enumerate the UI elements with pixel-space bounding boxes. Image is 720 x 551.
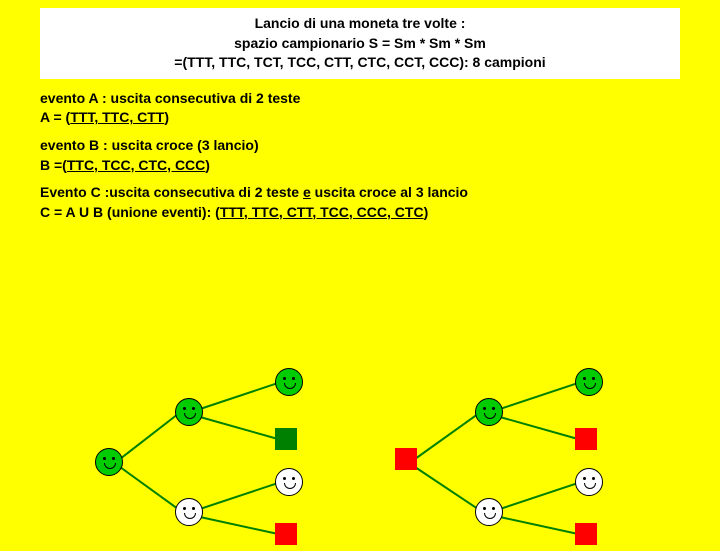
tree-edge (414, 413, 478, 460)
tree-node (175, 398, 203, 426)
event-c-l1-suffix: uscita croce al 3 lancio (311, 184, 468, 200)
tree-node (175, 498, 203, 526)
tree-edge (200, 482, 279, 510)
face-white-icon (175, 498, 203, 526)
tree-node (95, 448, 123, 476)
face-white-icon (475, 498, 503, 526)
event-c-l2-suffix: ) (424, 204, 429, 220)
face-green-icon (95, 448, 123, 476)
event-c-l1-prefix: Evento C :uscita consecutiva di 2 teste (40, 184, 303, 200)
title-line2: spazio campionario S = Sm * Sm * Sm (50, 34, 670, 54)
event-b-suffix: ) (205, 157, 210, 173)
tree-edge (500, 482, 579, 510)
event-c-line1: Evento C :uscita consecutiva di 2 teste … (40, 183, 680, 203)
event-c-l2-items: TTT, TTC, CTT, TCC, CCC, CTC (220, 204, 424, 220)
tree-node (395, 448, 423, 476)
face-white-icon (275, 468, 303, 496)
cross-red-icon (275, 523, 297, 545)
cross-red-icon (575, 428, 597, 450)
event-a-suffix: ) (164, 109, 169, 125)
title-line3: =(TTT, TTC, TCT, TCC, CTT, CTC, CCT, CCC… (50, 53, 670, 73)
tree-node (575, 468, 603, 496)
event-b-line2: B =(TTC, TCC, CTC, CCC) (40, 156, 680, 176)
tree-node (475, 498, 503, 526)
tree-edge (500, 516, 578, 535)
tree-node (575, 428, 603, 456)
event-a-line2: A = (TTT, TTC, CTT) (40, 108, 680, 128)
event-c-block: Evento C :uscita consecutiva di 2 teste … (40, 183, 680, 222)
tree-node (275, 428, 303, 456)
tree-edge (119, 466, 178, 510)
tree-edge (119, 413, 178, 460)
tree-edge (500, 382, 579, 410)
face-green-icon (175, 398, 203, 426)
event-a-block: evento A : uscita consecutiva di 2 teste… (40, 89, 680, 128)
tree-node (275, 368, 303, 396)
event-b-block: evento B : uscita croce (3 lancio) B =(T… (40, 136, 680, 175)
face-green-icon (475, 398, 503, 426)
tree-edge (200, 382, 279, 410)
cross-green-icon (275, 428, 297, 450)
event-c-l2-prefix: C = A U B (unione eventi): ( (40, 204, 220, 220)
event-b-prefix: B =( (40, 157, 67, 173)
tree-edge (414, 466, 478, 510)
event-b-line1: evento B : uscita croce (3 lancio) (40, 136, 680, 156)
tree-edge (500, 416, 579, 440)
tree-node (275, 523, 303, 551)
face-green-icon (575, 368, 603, 396)
tree-node (275, 468, 303, 496)
event-c-line2: C = A U B (unione eventi): (TTT, TTC, CT… (40, 203, 680, 223)
tree-node (475, 398, 503, 426)
event-c-l1-und: e (303, 184, 311, 200)
tree-node (575, 368, 603, 396)
tree-edge (200, 416, 279, 440)
tree-edge (200, 516, 278, 535)
event-b-items: TTC, TCC, CTC, CCC (67, 157, 205, 173)
face-green-icon (275, 368, 303, 396)
event-a-items: TTT, TTC, CTT (70, 109, 164, 125)
event-a-prefix: A = ( (40, 109, 70, 125)
tree-node (575, 523, 603, 551)
cross-red-icon (575, 523, 597, 545)
event-a-line1: evento A : uscita consecutiva di 2 teste (40, 89, 680, 109)
tree-diagram (0, 338, 720, 538)
title-line1: Lancio di una moneta tre volte : (50, 14, 670, 34)
title-box: Lancio di una moneta tre volte : spazio … (40, 8, 680, 79)
face-white-icon (575, 468, 603, 496)
cross-red-icon (395, 448, 417, 470)
